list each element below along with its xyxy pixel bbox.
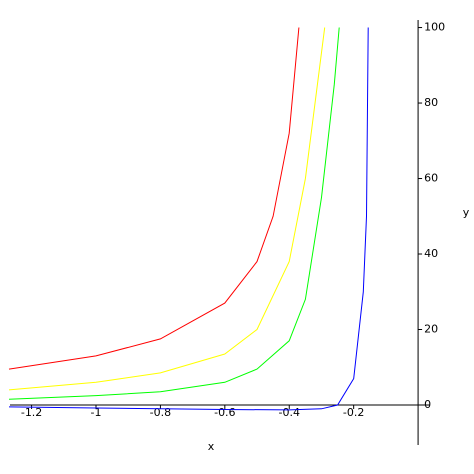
- y-tick-label: 0: [424, 398, 431, 411]
- curve: [8, 27, 326, 391]
- x-tick-label: -0.6: [214, 406, 235, 419]
- curve: [8, 27, 300, 370]
- y-tick-label: 20: [424, 323, 438, 336]
- x-tick-label: -1: [91, 406, 102, 419]
- x-axis-label: x: [208, 440, 215, 453]
- curve: [8, 27, 369, 411]
- x-tick-label: -0.2: [343, 406, 364, 419]
- y-tick-label: 80: [424, 96, 438, 109]
- y-tick-label: 100: [424, 21, 445, 34]
- y-tick-label: 40: [424, 247, 438, 260]
- curve: [8, 27, 340, 400]
- y-axis-label: y: [463, 206, 470, 219]
- x-tick-label: -1.2: [21, 406, 42, 419]
- x-tick-label: -0.4: [279, 406, 300, 419]
- y-tick-label: 60: [424, 172, 438, 185]
- x-tick-label: -0.8: [150, 406, 171, 419]
